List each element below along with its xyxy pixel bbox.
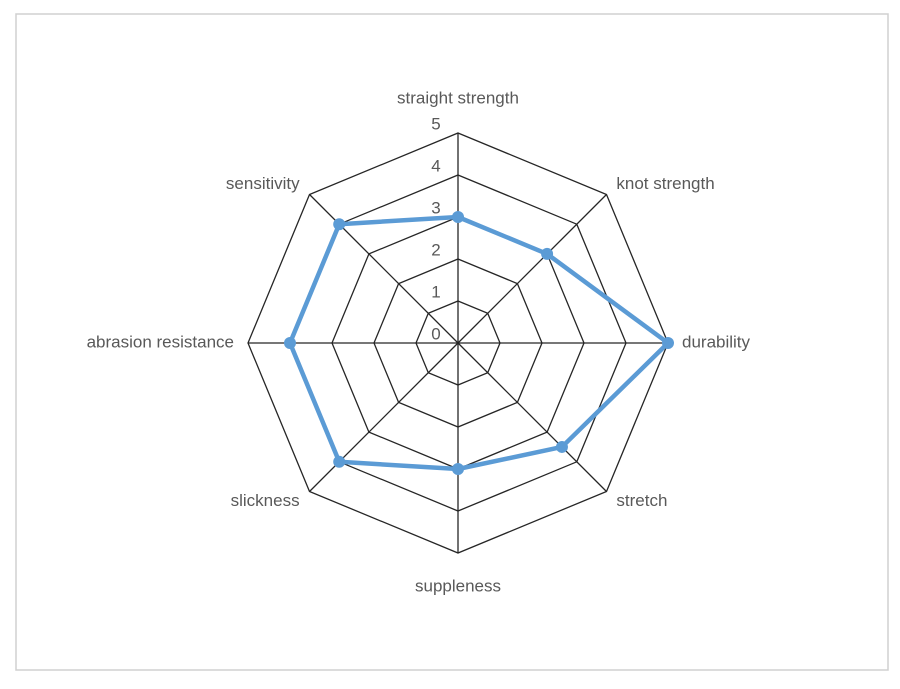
r-tick-label: 0: [431, 324, 440, 343]
category-label: straight strength: [397, 88, 519, 107]
data-point: [333, 455, 346, 468]
category-label: sensitivity: [226, 174, 300, 193]
category-label: durability: [682, 332, 751, 351]
spoke: [309, 342, 459, 492]
data-point: [333, 218, 346, 231]
data-point: [662, 337, 674, 349]
spoke: [457, 342, 607, 492]
spoke: [309, 194, 459, 344]
chart-frame: [15, 13, 889, 671]
category-label: suppleness: [415, 576, 501, 595]
r-tick-label: 4: [431, 156, 440, 175]
category-label: slickness: [231, 491, 300, 510]
category-label: stretch: [616, 491, 667, 510]
data-point: [284, 337, 296, 349]
category-label: knot strength: [616, 174, 714, 193]
data-point: [452, 211, 464, 223]
category-label: abrasion resistance: [87, 332, 234, 351]
spoke: [457, 194, 607, 344]
data-point: [555, 440, 568, 453]
r-tick-label: 5: [431, 114, 440, 133]
r-tick-label: 3: [431, 198, 440, 217]
r-tick-label: 1: [431, 282, 440, 301]
r-tick-label: 2: [431, 240, 440, 259]
data-point: [541, 247, 554, 260]
data-point: [452, 463, 464, 475]
